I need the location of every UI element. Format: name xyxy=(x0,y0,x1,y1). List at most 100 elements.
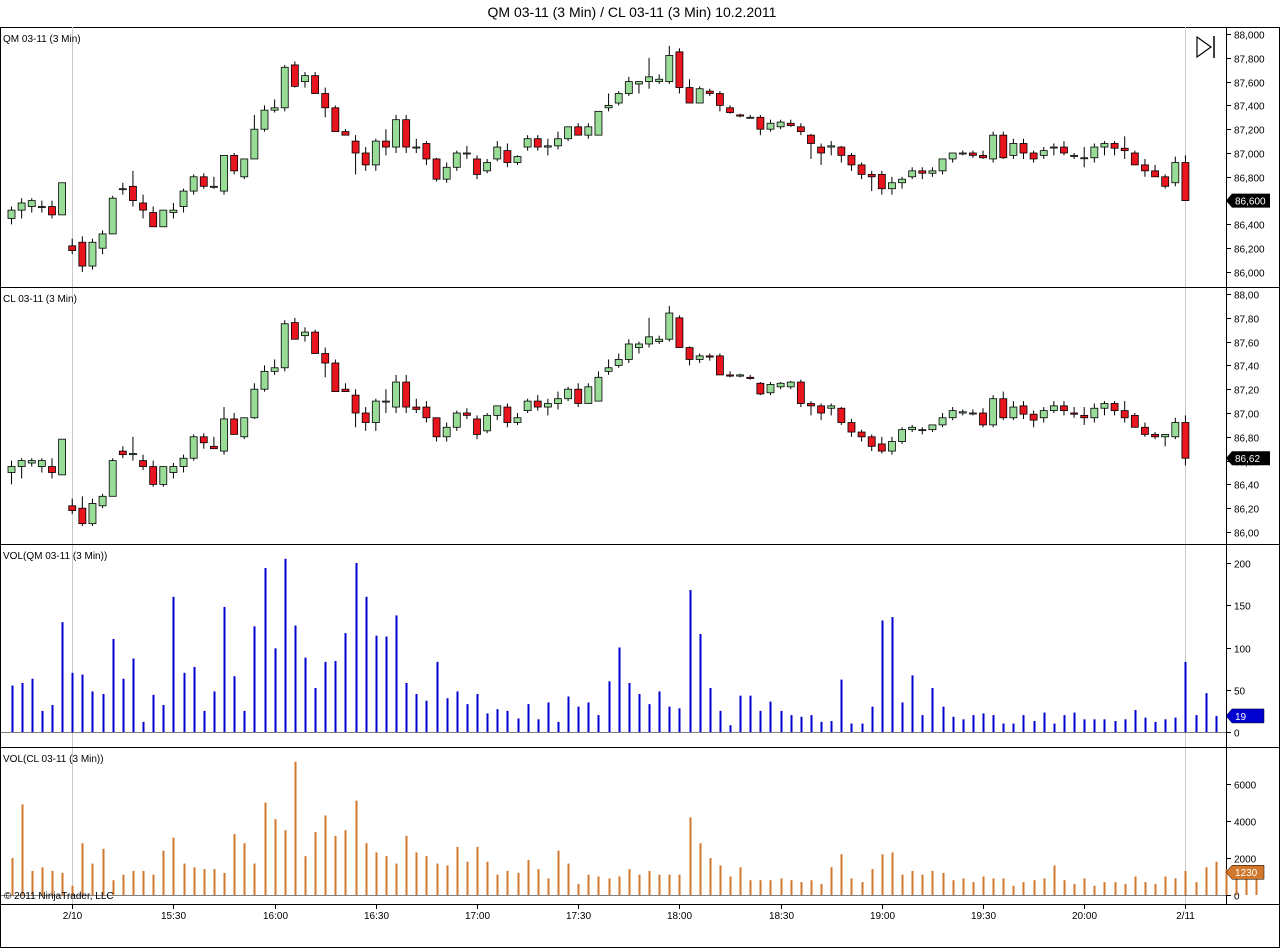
candle-body[interactable] xyxy=(1171,162,1180,184)
candle-body[interactable] xyxy=(645,336,653,345)
candle-body[interactable] xyxy=(220,418,228,452)
volume-bar[interactable] xyxy=(446,865,449,895)
volume-bar[interactable] xyxy=(689,590,692,732)
candle-body[interactable] xyxy=(139,460,147,467)
volume-bar[interactable] xyxy=(729,725,732,732)
candle-body[interactable] xyxy=(786,381,795,388)
volume-bar[interactable] xyxy=(1043,712,1046,732)
volume-bar[interactable] xyxy=(567,863,570,895)
candle-body[interactable] xyxy=(685,87,694,104)
volume-bar[interactable] xyxy=(800,882,803,895)
volume-bar[interactable] xyxy=(476,693,479,732)
volume-bar[interactable] xyxy=(436,661,439,732)
volume-bar[interactable] xyxy=(769,701,772,732)
volume-bar[interactable] xyxy=(1144,717,1147,732)
candle-body[interactable] xyxy=(847,154,856,166)
volume-bar[interactable] xyxy=(830,721,833,732)
candle-body[interactable] xyxy=(675,51,684,88)
volume-bar[interactable] xyxy=(840,854,843,895)
candle-body[interactable] xyxy=(786,122,795,127)
volume-bar[interactable] xyxy=(233,833,236,895)
candle-body[interactable] xyxy=(321,353,330,364)
candle-body[interactable] xyxy=(58,182,66,216)
candle-body[interactable] xyxy=(37,206,46,208)
candle-body[interactable] xyxy=(503,150,512,163)
candle-body[interactable] xyxy=(280,66,289,109)
volume-bar[interactable] xyxy=(1124,883,1127,895)
candle-body[interactable] xyxy=(27,460,36,464)
candle-body[interactable] xyxy=(442,166,451,180)
candle-body[interactable] xyxy=(776,121,785,128)
volume-bar[interactable] xyxy=(506,870,509,895)
volume-bar[interactable] xyxy=(324,815,327,895)
volume-bar[interactable] xyxy=(881,854,884,895)
candle-body[interactable] xyxy=(1060,146,1068,154)
candle-body[interactable] xyxy=(807,134,815,144)
candle-body[interactable] xyxy=(543,403,552,408)
volume-bar[interactable] xyxy=(982,713,985,732)
candle-body[interactable] xyxy=(240,417,249,438)
candle-body[interactable] xyxy=(260,109,269,130)
candle-body[interactable] xyxy=(817,146,825,154)
candle-body[interactable] xyxy=(209,445,218,450)
candle-body[interactable] xyxy=(523,138,532,148)
candle-body[interactable] xyxy=(432,158,441,180)
candle-body[interactable] xyxy=(270,367,279,372)
volume-bar[interactable] xyxy=(709,858,712,895)
volume-bar[interactable] xyxy=(41,867,44,895)
candle-body[interactable] xyxy=(574,388,583,404)
volume-bar[interactable] xyxy=(162,850,165,895)
volume-bar[interactable] xyxy=(193,867,196,895)
candle-body[interactable] xyxy=(1029,413,1038,421)
volume-bar[interactable] xyxy=(689,817,692,895)
candle-body[interactable] xyxy=(1019,143,1028,154)
candle-body[interactable] xyxy=(624,81,633,94)
candle-body[interactable] xyxy=(513,417,522,423)
volume-bar[interactable] xyxy=(61,622,64,732)
volume-bar[interactable] xyxy=(11,858,14,895)
volume-bar[interactable] xyxy=(1205,693,1208,732)
volume-bar[interactable] xyxy=(486,861,489,895)
candle-body[interactable] xyxy=(847,422,856,433)
candle-body[interactable] xyxy=(716,355,724,376)
candle-body[interactable] xyxy=(624,343,633,360)
candle-body[interactable] xyxy=(290,322,299,340)
volume-bar[interactable] xyxy=(284,558,287,732)
candle-body[interactable] xyxy=(969,152,977,156)
volume-bar[interactable] xyxy=(183,863,186,895)
volume-bar[interactable] xyxy=(355,800,358,895)
candle-body[interactable] xyxy=(796,381,805,404)
volume-bar[interactable] xyxy=(537,719,540,732)
volume-bar[interactable] xyxy=(436,863,439,895)
candle-body[interactable] xyxy=(958,411,967,414)
candle-body[interactable] xyxy=(68,245,77,251)
candle-body[interactable] xyxy=(452,412,461,428)
candle-body[interactable] xyxy=(635,343,643,348)
volume-bar[interactable] xyxy=(709,688,712,732)
volume-bar[interactable] xyxy=(41,710,44,732)
volume-bar[interactable] xyxy=(476,846,479,895)
candle-body[interactable] xyxy=(594,376,603,402)
volume-bar[interactable] xyxy=(618,876,621,896)
volume-bar[interactable] xyxy=(81,843,84,895)
volume-bar[interactable] xyxy=(769,880,772,895)
volume-bar[interactable] xyxy=(102,848,105,895)
candle-body[interactable] xyxy=(402,381,411,408)
volume-bar[interactable] xyxy=(628,869,631,895)
candle-body[interactable] xyxy=(230,418,239,435)
volume-bar[interactable] xyxy=(1002,723,1005,732)
candle-body[interactable] xyxy=(159,209,168,228)
volume-bar[interactable] xyxy=(658,691,661,732)
volume-bar[interactable] xyxy=(699,633,702,732)
volume-bar[interactable] xyxy=(850,723,853,732)
candle-body[interactable] xyxy=(1070,412,1078,415)
volume-bar[interactable] xyxy=(284,830,287,895)
volume-bar[interactable] xyxy=(931,688,934,732)
candle-body[interactable] xyxy=(1110,143,1119,149)
candle-body[interactable] xyxy=(321,93,330,109)
volume-bar[interactable] xyxy=(31,870,34,895)
volume-bar[interactable] xyxy=(1083,878,1086,895)
volume-bar[interactable] xyxy=(931,870,934,895)
candle-body[interactable] xyxy=(948,152,957,160)
candle-body[interactable] xyxy=(675,317,684,348)
